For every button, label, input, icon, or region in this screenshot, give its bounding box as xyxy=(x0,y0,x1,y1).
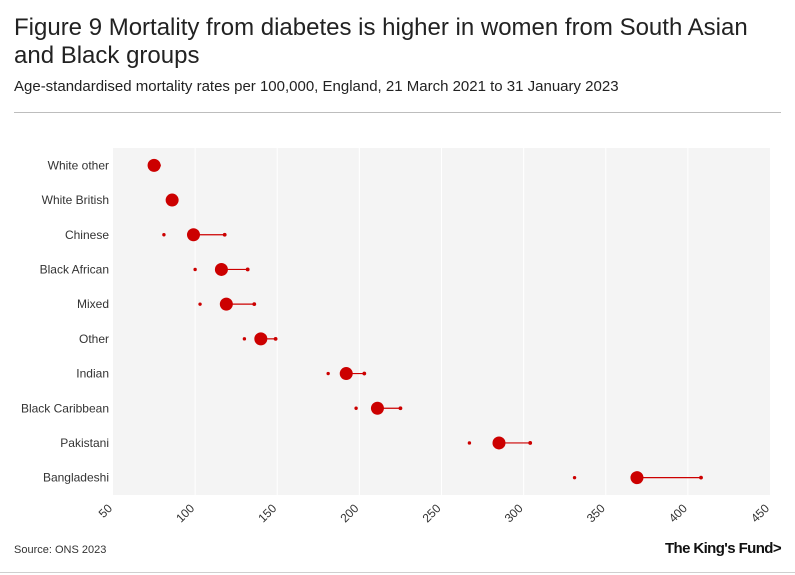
header-divider xyxy=(14,112,781,113)
category-label: Mixed xyxy=(77,297,109,311)
x-tick-label: 150 xyxy=(255,501,279,525)
x-tick-label: 100 xyxy=(173,501,197,525)
dot-plot-chart: 50 100 150 200 250 300 350 400 450 White other Whi… xyxy=(21,148,772,525)
rate-dot xyxy=(147,158,161,172)
category-label: Black African xyxy=(40,262,109,276)
upper-bound-dot xyxy=(528,441,533,445)
rate-dot xyxy=(630,471,644,485)
rate-dot xyxy=(186,228,200,242)
category-label: White British xyxy=(42,193,109,207)
lower-bound-dot xyxy=(572,475,577,480)
rate-dot xyxy=(165,193,179,207)
rate-dot xyxy=(214,262,228,276)
lower-bound-dot xyxy=(242,337,247,341)
lower-bound-dot xyxy=(162,233,166,237)
category-label: Bangladeshi xyxy=(43,471,109,485)
lower-bound-dot xyxy=(198,302,202,306)
lower-bound-dot xyxy=(467,441,472,445)
rate-dot xyxy=(254,332,268,346)
upper-bound-dot xyxy=(252,302,257,307)
rate-dot xyxy=(370,401,384,415)
category-label: Indian xyxy=(76,367,109,381)
footer-divider xyxy=(0,572,795,573)
x-tick-label: 300 xyxy=(502,501,526,525)
chart-title: Figure 9 Mortality from diabetes is high… xyxy=(14,14,748,69)
kings-fund-logo: The King's Fund> xyxy=(664,540,782,557)
lower-bound-dot xyxy=(326,371,330,376)
category-label: Chinese xyxy=(65,228,109,242)
rate-dot xyxy=(219,297,233,311)
rate-dot xyxy=(339,367,353,381)
category-label: Pakistani xyxy=(60,436,109,450)
source-note: Source: ONS 2023 xyxy=(14,544,107,556)
upper-bound-dot xyxy=(222,232,227,237)
upper-bound-dot xyxy=(273,336,278,341)
rate-dot xyxy=(492,436,506,450)
category-label: White other xyxy=(48,158,109,172)
x-tick-label: 350 xyxy=(584,501,608,525)
lower-bound-dot xyxy=(354,406,358,410)
category-label: Other xyxy=(79,332,109,346)
category-label: Black Caribbean xyxy=(21,401,109,415)
upper-bound-dot xyxy=(362,371,367,376)
upper-bound-dot xyxy=(699,475,703,480)
upper-bound-dot xyxy=(398,406,403,411)
x-tick-label: 400 xyxy=(666,501,690,525)
upper-bound-dot xyxy=(245,267,250,272)
chart-subtitle: Age-standardised mortality rates per 100… xyxy=(14,78,619,95)
lower-bound-dot xyxy=(193,267,197,272)
x-tick-label: 250 xyxy=(420,501,444,525)
x-tick-label: 200 xyxy=(337,501,361,525)
x-tick-label: 450 xyxy=(748,501,772,525)
x-tick-label: 50 xyxy=(96,501,116,521)
